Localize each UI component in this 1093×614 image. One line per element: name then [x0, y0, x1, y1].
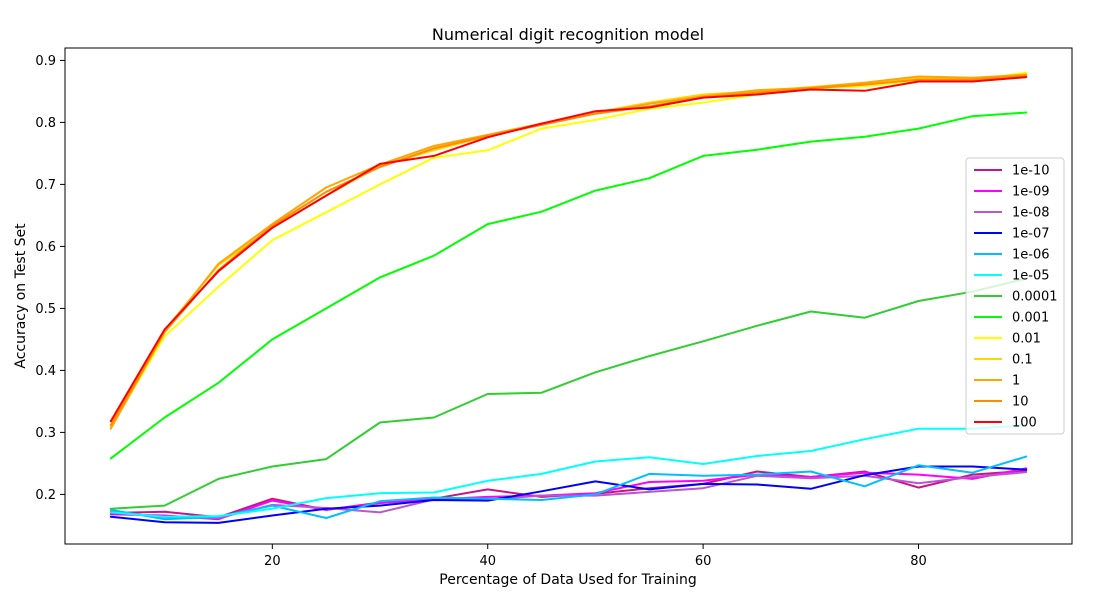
x-tick-label-3: 80 [910, 554, 927, 569]
series-line-11 [109, 74, 1028, 426]
legend-label-2: 1e-08 [1012, 206, 1050, 221]
y-tick-label-4: 0.6 [35, 240, 56, 255]
series-layer [109, 71, 1028, 524]
legend-label-1: 1e-09 [1012, 185, 1050, 200]
legend-label-5: 1e-05 [1012, 269, 1050, 284]
y-tick-label-0: 0.2 [35, 488, 56, 503]
legend-box [965, 157, 1065, 435]
y-tick-label-7: 0.9 [35, 54, 56, 69]
legend-label-9: 0.1 [1012, 353, 1033, 368]
legend-label-6: 0.0001 [1012, 290, 1058, 305]
y-tick-label-1: 0.3 [35, 426, 56, 441]
plot-frame [64, 47, 1073, 545]
legend-label-11: 10 [1012, 395, 1029, 410]
series-line-8 [109, 71, 1028, 429]
x-tick-label-1: 40 [479, 554, 496, 569]
series-line-7 [109, 111, 1028, 460]
y-tick-label-5: 0.7 [35, 178, 56, 193]
legend-label-7: 0.001 [1012, 311, 1049, 326]
legend-label-4: 1e-06 [1012, 248, 1050, 263]
x-tick-label-2: 60 [695, 554, 712, 569]
y-axis: 0.2 0.3 0.4 0.5 0.6 0.7 0.8 0.9 [35, 54, 65, 503]
y-axis-label: Accuracy on Test Set [13, 223, 29, 369]
x-axis-label: Percentage of Data Used for Training [439, 572, 696, 588]
legend-label-0: 1e-10 [1012, 164, 1050, 179]
y-tick-label-6: 0.8 [35, 116, 56, 131]
x-tick-label-0: 20 [264, 554, 281, 569]
x-axis: 20 40 60 80 [264, 544, 927, 569]
legend-label-8: 0.01 [1012, 332, 1041, 347]
series-line-4 [109, 455, 1028, 521]
series-line-6 [109, 277, 1028, 510]
series-line-12 [109, 76, 1028, 423]
y-tick-label-2: 0.4 [35, 364, 56, 379]
chart-title: Numerical digit recognition model [432, 25, 704, 44]
legend-label-3: 1e-07 [1012, 227, 1050, 242]
series-line-5 [109, 424, 1028, 518]
legend-label-12: 100 [1012, 416, 1037, 431]
legend: 1e-10 1e-09 1e-08 1e-07 1e-06 1e-05 0.0001 0.00… [965, 157, 1065, 435]
series-line-3 [109, 465, 1028, 524]
legend-label-10: 1 [1012, 374, 1020, 389]
y-tick-label-3: 0.5 [35, 302, 56, 317]
